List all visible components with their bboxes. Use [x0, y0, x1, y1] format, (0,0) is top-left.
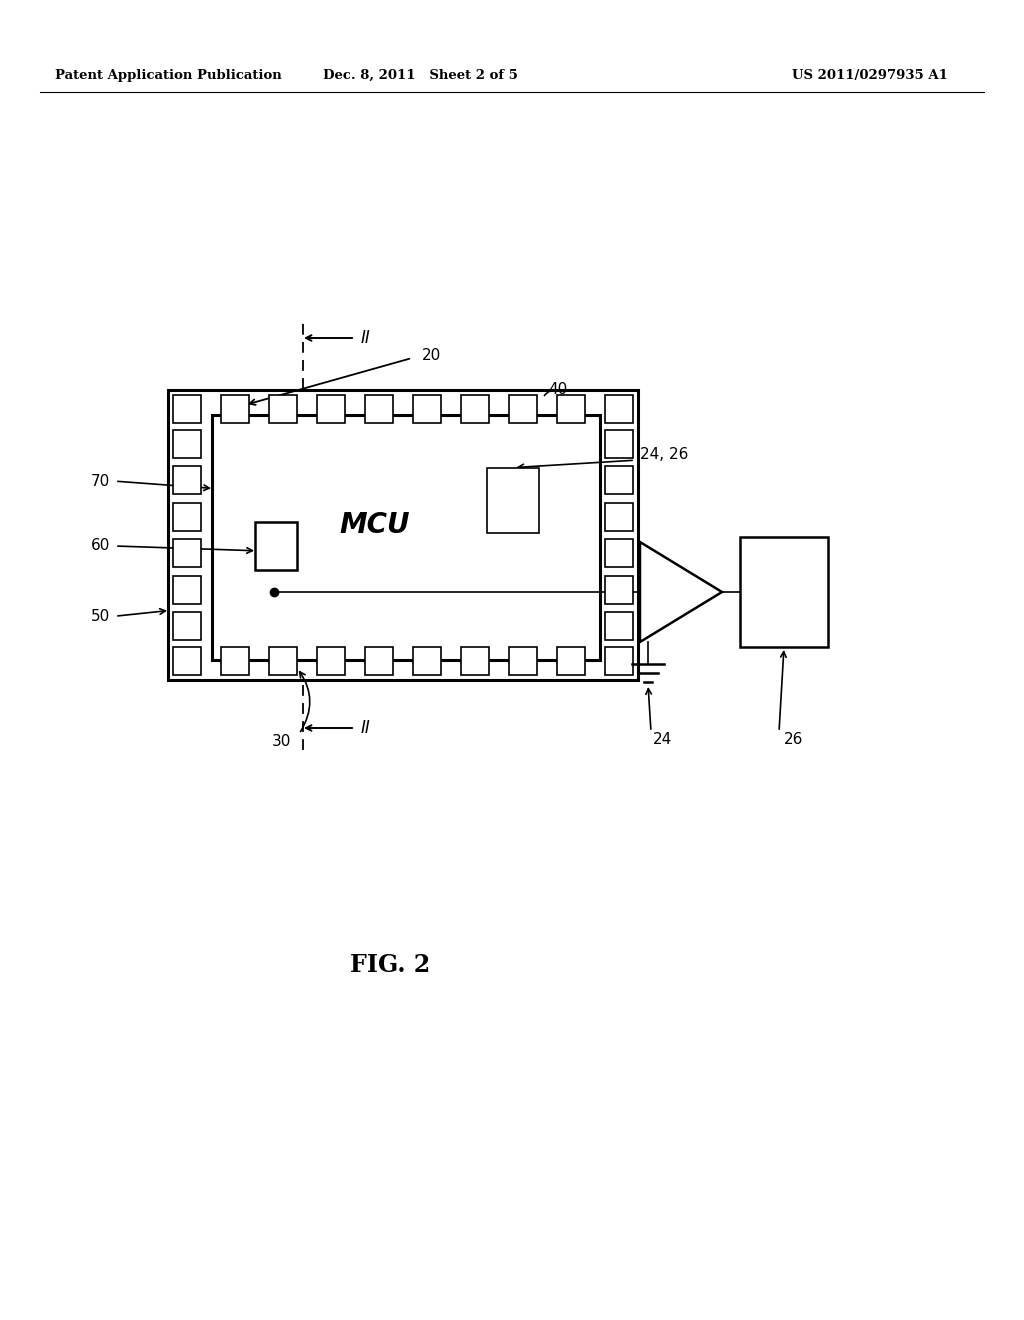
Bar	[168, 389, 638, 680]
Bar	[255, 521, 297, 570]
Bar	[413, 647, 441, 675]
Text: 50: 50	[91, 609, 110, 624]
Text: Patent Application Publication: Patent Application Publication	[55, 69, 282, 82]
Text: 40: 40	[548, 383, 567, 397]
Bar	[173, 539, 201, 568]
Bar	[509, 395, 537, 422]
Bar	[509, 647, 537, 675]
Bar	[173, 395, 201, 422]
Bar	[605, 503, 633, 531]
Bar	[605, 430, 633, 458]
Bar	[557, 647, 585, 675]
Bar	[365, 647, 393, 675]
Bar	[221, 395, 249, 422]
Bar	[461, 647, 489, 675]
Text: MCU: MCU	[340, 511, 411, 540]
Text: US 2011/0297935 A1: US 2011/0297935 A1	[792, 69, 948, 82]
Bar	[413, 395, 441, 422]
Bar	[317, 647, 345, 675]
Bar	[605, 466, 633, 495]
Bar	[221, 647, 249, 675]
Bar	[173, 430, 201, 458]
Text: II: II	[361, 719, 371, 737]
Text: 24: 24	[653, 733, 672, 747]
Bar	[173, 647, 201, 675]
Bar	[605, 647, 633, 675]
Bar	[365, 395, 393, 422]
Bar	[173, 612, 201, 640]
Text: Dec. 8, 2011   Sheet 2 of 5: Dec. 8, 2011 Sheet 2 of 5	[323, 69, 517, 82]
Bar	[173, 503, 201, 531]
Bar	[173, 576, 201, 603]
Bar	[269, 395, 297, 422]
Text: 24, 26: 24, 26	[640, 446, 688, 462]
Text: 26: 26	[784, 733, 804, 747]
Bar	[269, 647, 297, 675]
Bar	[557, 395, 585, 422]
Bar	[173, 466, 201, 495]
Text: 60: 60	[91, 539, 110, 553]
Text: 70: 70	[91, 474, 110, 488]
Bar	[605, 612, 633, 640]
Bar	[605, 395, 633, 422]
Text: FIG. 2: FIG. 2	[350, 953, 430, 977]
Bar	[212, 414, 600, 660]
Text: 30: 30	[271, 734, 291, 750]
Text: 20: 20	[422, 347, 441, 363]
Bar	[605, 539, 633, 568]
Bar	[605, 576, 633, 603]
Text: II: II	[361, 329, 371, 347]
Bar	[317, 395, 345, 422]
Bar	[461, 395, 489, 422]
Bar	[487, 467, 540, 532]
Bar	[740, 537, 828, 647]
